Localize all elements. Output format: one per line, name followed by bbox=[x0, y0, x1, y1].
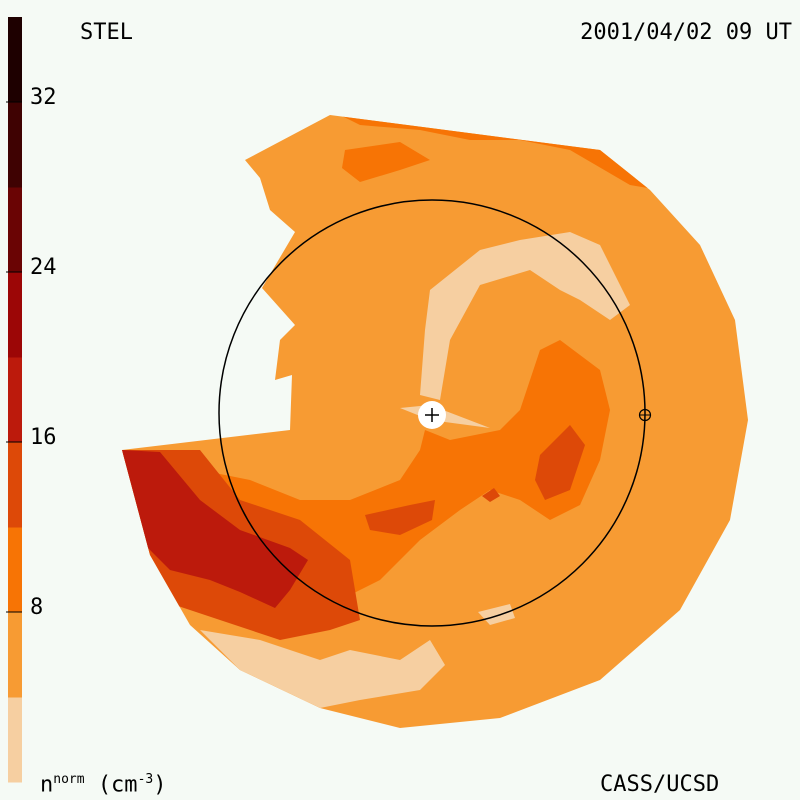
density-region-light-top bbox=[420, 232, 630, 400]
colorbar-segment-2 bbox=[8, 527, 22, 613]
colorbar bbox=[8, 17, 22, 783]
colorbar-segment-3 bbox=[8, 442, 22, 528]
density-region-light-small bbox=[478, 604, 515, 625]
colorbar-unit-label: nnorm (cm-3) bbox=[40, 772, 166, 797]
density-region-center-blob bbox=[365, 500, 435, 535]
unit-superscript: norm bbox=[53, 772, 85, 787]
instrument-label: STEL bbox=[80, 20, 133, 45]
colorbar-ticks: 8 16 24 32 bbox=[6, 85, 57, 620]
colorbar-segment-8 bbox=[8, 17, 22, 103]
credit-label: CASS/UCSD bbox=[600, 772, 720, 797]
density-region-max bbox=[122, 450, 308, 608]
colorbar-segment-0 bbox=[8, 697, 22, 783]
colorbar-tick-label-8: 8 bbox=[30, 595, 43, 620]
colorbar-segment-5 bbox=[8, 272, 22, 358]
timestamp-label: 2001/04/02 09 UT bbox=[580, 20, 792, 45]
colorbar-tick-label-24: 24 bbox=[30, 255, 57, 280]
density-region-right-blob bbox=[535, 425, 585, 500]
colorbar-segment-7 bbox=[8, 102, 22, 188]
colorbar-tick-label-16: 16 bbox=[30, 425, 57, 450]
colorbar-segment-6 bbox=[8, 187, 22, 273]
unit-close: ) bbox=[153, 772, 167, 798]
unit-rest: (cm bbox=[97, 772, 138, 798]
unit-exponent: -3 bbox=[137, 772, 154, 787]
density-region-light-bottom bbox=[200, 630, 445, 708]
density-region-tiny-blob bbox=[482, 488, 500, 502]
colorbar-tick-label-32: 32 bbox=[30, 85, 57, 110]
colorbar-segment-4 bbox=[8, 357, 22, 443]
unit-base: n bbox=[40, 772, 54, 798]
density-region-top-blob bbox=[342, 142, 430, 182]
colorbar-segment-1 bbox=[8, 612, 22, 698]
